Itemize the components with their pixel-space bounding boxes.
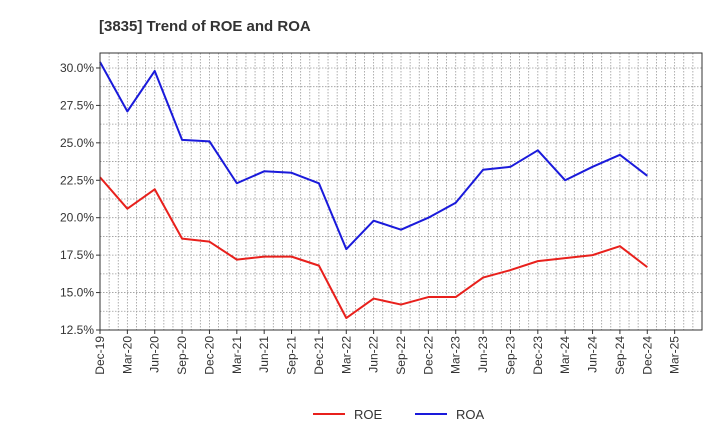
x-axis-tick-labels: Dec-19 Mar-20 Jun-20 Sep-20 Dec-20 Mar-21 Jun-… <box>93 330 682 375</box>
x-tick-label: Dec-20 <box>202 336 216 375</box>
x-tick-label: Jun-24 <box>586 336 600 373</box>
x-tick-label: Dec-21 <box>312 336 326 375</box>
x-tick-label: Sep-20 <box>175 336 189 375</box>
x-tick-label: Dec-22 <box>421 336 435 375</box>
legend: ROE ROA <box>313 407 485 422</box>
x-tick-label: Jun-21 <box>257 336 271 373</box>
y-tick-label: 25.0% <box>60 136 94 150</box>
x-tick-label: Mar-25 <box>668 336 682 374</box>
x-tick-label: Mar-21 <box>230 336 244 374</box>
x-tick-label: Jun-22 <box>367 336 381 373</box>
series-line-roe <box>99 176 648 320</box>
x-tick-label: Jun-23 <box>476 336 490 373</box>
y-tick-label: 20.0% <box>60 211 94 225</box>
legend-label-roe: ROE <box>354 407 383 422</box>
series-lines <box>99 61 648 320</box>
chart-title: [3835] Trend of ROE and ROA <box>99 18 311 35</box>
y-tick-label: 17.5% <box>60 248 94 262</box>
x-tick-label: Mar-23 <box>449 336 463 374</box>
x-tick-label: Sep-23 <box>503 336 517 375</box>
x-tick-label: Dec-23 <box>531 336 545 375</box>
y-tick-label: 22.5% <box>60 173 94 187</box>
x-tick-label: Jun-20 <box>148 336 162 373</box>
x-tick-label: Mar-24 <box>558 336 572 374</box>
y-tick-label: 27.5% <box>60 98 94 112</box>
x-tick-label: Sep-22 <box>394 336 408 375</box>
x-tick-label: Dec-19 <box>93 336 107 375</box>
y-tick-label: 30.0% <box>60 61 94 75</box>
y-tick-label: 15.0% <box>60 286 94 300</box>
x-tick-label: Mar-20 <box>120 336 134 374</box>
x-tick-label: Dec-24 <box>640 336 654 375</box>
x-tick-label: Sep-24 <box>613 336 627 375</box>
legend-label-roa: ROA <box>456 407 485 422</box>
series-line-roa <box>99 61 648 251</box>
x-tick-label: Mar-22 <box>339 336 353 374</box>
y-tick-label: 12.5% <box>60 323 94 337</box>
y-axis-tick-labels: 12.5% 15.0% 17.5% 20.0% 22.5% 25.0% 27.5% 30.0% <box>60 61 100 337</box>
x-tick-label: Sep-21 <box>285 336 299 375</box>
